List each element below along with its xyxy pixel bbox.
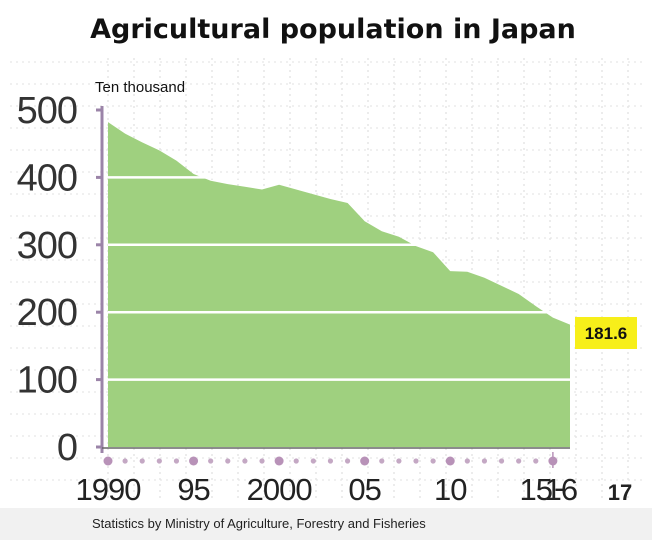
y-tick-label: 0 xyxy=(57,427,77,469)
source-strip xyxy=(0,508,652,540)
x-axis-dot xyxy=(430,458,436,464)
horizontal-gridlines xyxy=(108,108,570,381)
x-tick-separator: - xyxy=(554,470,563,505)
x-axis-dot xyxy=(396,458,402,464)
y-tick-label: 300 xyxy=(17,225,77,267)
value-annotation-label: 181.6 xyxy=(585,324,628,343)
area-series xyxy=(108,122,570,447)
x-axis-dot xyxy=(259,458,265,464)
x-tick-label: 1990 xyxy=(76,472,142,507)
value-annotation: 181.6 xyxy=(575,317,637,349)
x-axis-dot xyxy=(516,458,522,464)
x-axis-dot xyxy=(379,458,385,464)
x-axis-dot xyxy=(360,456,370,466)
x-axis-dot xyxy=(481,458,488,464)
y-tick-label: 400 xyxy=(17,157,77,199)
x-axis-dot xyxy=(139,458,145,464)
y-tick-label: 100 xyxy=(17,360,77,402)
x-axis-dot xyxy=(242,458,248,464)
y-tick-label: 200 xyxy=(17,292,77,334)
x-axis-dot xyxy=(327,458,334,464)
x-axis-dot xyxy=(274,456,284,466)
x-tick-label: 17 xyxy=(608,480,632,505)
x-axis-dot xyxy=(208,458,214,464)
x-axis-dot xyxy=(464,458,470,464)
x-axis-dot xyxy=(189,456,199,466)
x-axis-dot xyxy=(173,458,180,464)
chart-title: Agricultural population in Japan xyxy=(90,14,576,45)
x-axis-dot xyxy=(122,458,128,464)
x-axis-dot xyxy=(413,458,419,464)
x-axis-dot xyxy=(445,456,455,466)
y-axis-unit-label: Ten thousand xyxy=(95,79,185,96)
y-tick-label: 500 xyxy=(17,90,77,132)
value-annotation-background xyxy=(575,317,637,349)
x-tick-label: 10 xyxy=(434,472,467,507)
x-tick-label: 15 xyxy=(520,472,552,507)
x-axis-dot xyxy=(498,458,505,464)
x-axis-dot xyxy=(310,458,316,464)
x-tick-label: 95 xyxy=(177,472,209,507)
x-axis-dot xyxy=(533,458,539,464)
source-note: Statistics by Ministry of Agriculture, F… xyxy=(92,516,426,531)
x-tick-label: 05 xyxy=(348,472,380,507)
x-axis-dots xyxy=(103,452,558,468)
x-axis-dot xyxy=(293,458,299,464)
x-axis-dot xyxy=(103,456,113,466)
x-axis-dot xyxy=(225,458,231,464)
x-tick-label: 16 xyxy=(545,472,577,507)
x-axis-dot xyxy=(156,458,162,464)
x-axis-dot xyxy=(344,458,351,464)
x-tick-label: 2000 xyxy=(247,472,313,507)
y-axis-ticks: 0 100 200 300 400 500 xyxy=(17,90,102,469)
